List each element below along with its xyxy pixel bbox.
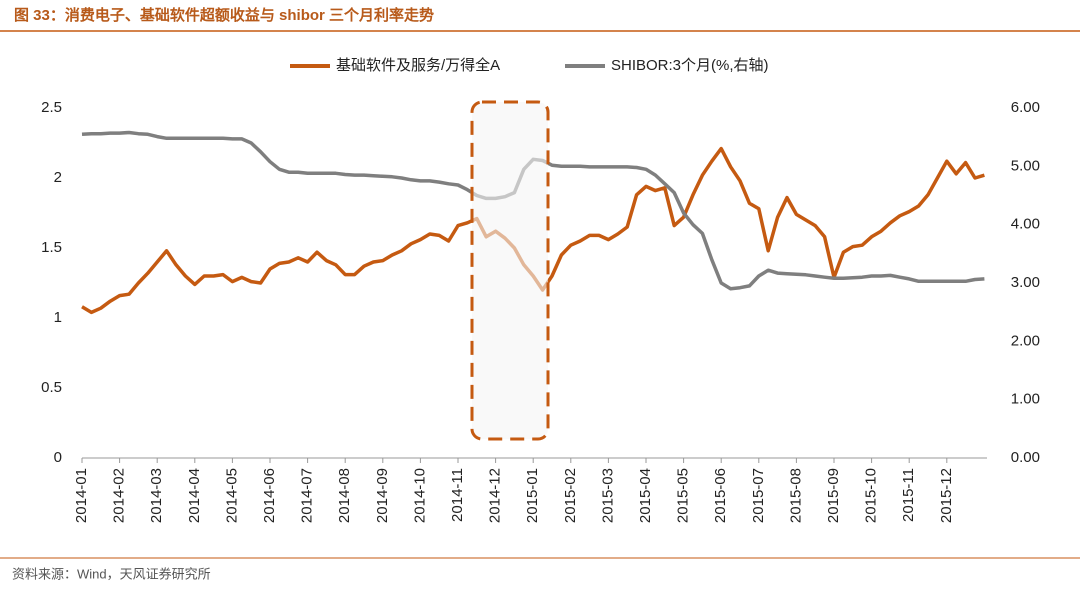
y-tick-label: 0.5 [41, 379, 62, 396]
x-tick-label: 2014-03 [148, 468, 165, 523]
y-tick-label: 2 [54, 169, 62, 186]
y-tick-label: 1 [54, 309, 62, 326]
y2-tick-label: 6.00 [1011, 99, 1040, 116]
y2-tick-label: 4.00 [1011, 216, 1040, 233]
x-tick-label: 2015-12 [938, 468, 955, 523]
y2-tick-label: 5.00 [1011, 157, 1040, 174]
x-tick-label: 2014-01 [73, 468, 90, 523]
y-tick-label: 1.5 [41, 239, 62, 256]
x-tick-label: 2014-02 [111, 468, 128, 523]
chart-title: 图 33：消费电子、基础软件超额收益与 shibor 三个月利率走势 [14, 6, 434, 24]
legend-label: SHIBOR:3个月(%,右轴) [611, 57, 769, 74]
x-tick-label: 2014-04 [186, 468, 203, 523]
x-tick-label: 2015-01 [524, 468, 541, 523]
y2-tick-label: 1.00 [1011, 391, 1040, 408]
x-tick-label: 2015-11 [900, 468, 917, 522]
x-tick-label: 2014-12 [487, 468, 504, 523]
x-tick-label: 2015-02 [562, 468, 579, 523]
x-tick-label: 2014-10 [411, 468, 428, 523]
x-tick-label: 2014-11 [449, 468, 466, 522]
y2-tick-label: 2.00 [1011, 332, 1040, 349]
y-tick-label: 2.5 [41, 99, 62, 116]
x-tick-label: 2014-06 [261, 468, 278, 523]
highlight-box [470, 100, 550, 441]
y2-tick-label: 3.00 [1011, 274, 1040, 291]
y-tick-label: 0 [54, 449, 62, 466]
x-tick-label: 2015-10 [863, 468, 880, 523]
x-tick-label: 2015-03 [599, 468, 616, 523]
x-tick-label: 2014-08 [336, 468, 353, 523]
x-tick-label: 2015-09 [825, 468, 842, 523]
y2-tick-label: 0.00 [1011, 449, 1040, 466]
source-note: 资料来源：Wind，天风证券研究所 [12, 566, 211, 581]
x-tick-label: 2015-05 [675, 468, 692, 523]
x-tick-label: 2014-05 [223, 468, 240, 523]
x-tick-label: 2014-09 [374, 468, 391, 523]
x-tick-label: 2015-07 [750, 468, 767, 523]
legend-label: 基础软件及服务/万得全A [336, 56, 500, 74]
x-tick-label: 2015-08 [787, 468, 804, 523]
x-tick-label: 2014-07 [299, 468, 316, 523]
x-tick-label: 2015-06 [712, 468, 729, 523]
x-tick-label: 2015-04 [637, 468, 654, 523]
